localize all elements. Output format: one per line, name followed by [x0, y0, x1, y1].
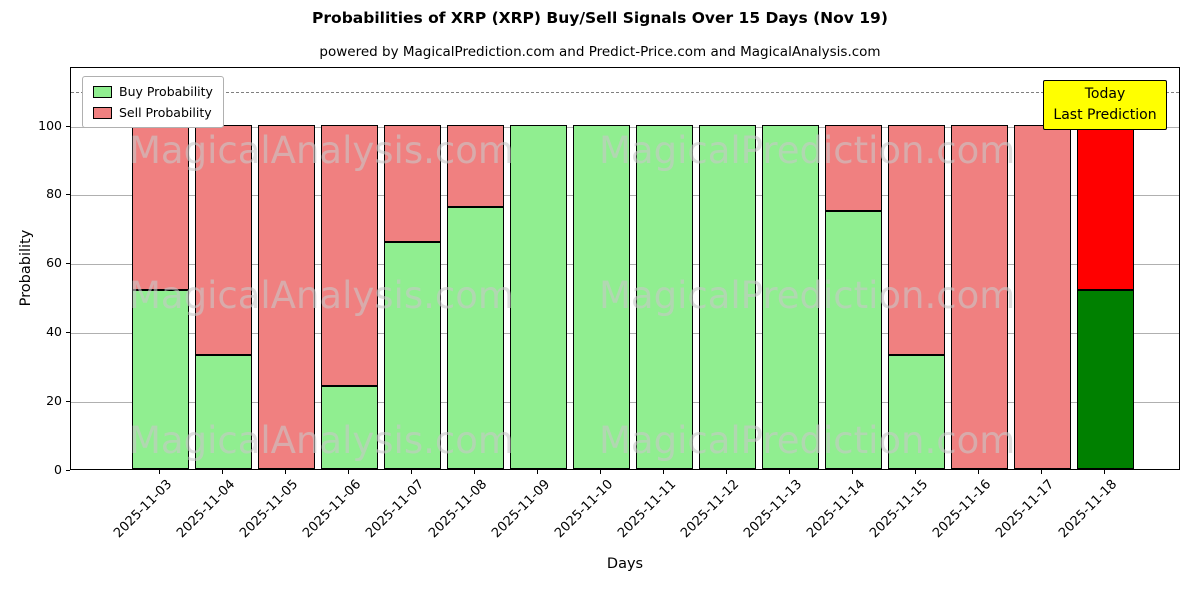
buy-bar-2025-11-09 [509, 124, 567, 469]
x-tick [1041, 470, 1042, 474]
x-tick [474, 470, 475, 474]
legend-item-0: Buy Probability [93, 84, 213, 99]
sell-bar-2025-11-04 [194, 124, 252, 356]
x-tick [159, 470, 160, 474]
watermark-text: MagicalPrediction.com [599, 129, 1016, 172]
sell-bar-2025-11-18 [1076, 124, 1134, 290]
x-tick-label-2025-11-13: 2025-11-13 [741, 477, 806, 542]
today-annotation-line2: Last Prediction [1053, 107, 1157, 123]
legend: Buy Probability Sell Probability [82, 76, 224, 128]
buy-bar-2025-11-12 [698, 124, 756, 469]
x-tick [726, 470, 727, 474]
x-tick-label-2025-11-14: 2025-11-14 [804, 477, 869, 542]
sell-bar-2025-11-05 [257, 124, 315, 469]
x-tick-label-2025-11-04: 2025-11-04 [174, 477, 239, 542]
watermark-text: MagicalAnalysis.com [129, 274, 514, 317]
x-tick [663, 470, 664, 474]
x-tick-label-2025-11-15: 2025-11-15 [867, 477, 932, 542]
legend-swatch-0 [93, 85, 112, 98]
y-tick [66, 125, 70, 127]
y-tick [66, 263, 70, 265]
x-tick [285, 470, 286, 474]
buy-bar-2025-11-14 [824, 210, 882, 469]
watermark-text: MagicalAnalysis.com [129, 129, 514, 172]
buy-bar-2025-11-10 [572, 124, 630, 469]
sell-bar-2025-11-03 [131, 124, 189, 290]
y-tick [66, 194, 70, 196]
watermark-text: MagicalPrediction.com [599, 419, 1016, 462]
x-tick-label-2025-11-10: 2025-11-10 [552, 477, 617, 542]
watermark-text: MagicalAnalysis.com [129, 419, 514, 462]
x-tick [222, 470, 223, 474]
dashed-threshold-line [71, 92, 1179, 94]
x-tick-label-2025-11-17: 2025-11-17 [993, 477, 1058, 542]
sell-bar-2025-11-06 [320, 124, 378, 387]
sell-bar-2025-11-07 [383, 124, 441, 242]
x-tick-label-2025-11-09: 2025-11-09 [489, 477, 554, 542]
x-tick [915, 470, 916, 474]
buy-bar-2025-11-06 [320, 386, 378, 469]
y-tick-label-80: 80 [46, 186, 62, 202]
sell-bar-2025-11-15 [887, 124, 945, 356]
buy-bar-2025-11-04 [194, 355, 252, 469]
chart-subtitle: powered by MagicalPrediction.com and Pre… [319, 44, 881, 60]
x-tick [600, 470, 601, 474]
x-tick-label-2025-11-07: 2025-11-07 [363, 477, 428, 542]
x-tick-label-2025-11-11: 2025-11-11 [615, 477, 680, 542]
y-tick [66, 470, 70, 471]
y-tick-label-0: 0 [54, 462, 62, 477]
sell-bar-2025-11-17 [1013, 124, 1071, 469]
x-tick-label-2025-11-06: 2025-11-06 [300, 477, 365, 542]
x-tick [1104, 470, 1105, 474]
sell-bar-2025-11-08 [446, 124, 504, 208]
x-tick-label-2025-11-03: 2025-11-03 [111, 477, 176, 542]
x-tick-label-2025-11-16: 2025-11-16 [930, 477, 995, 542]
legend-swatch-1 [93, 106, 112, 119]
buy-bar-2025-11-11 [635, 124, 693, 469]
y-tick-label-20: 20 [46, 393, 62, 409]
y-tick-label-60: 60 [46, 255, 62, 271]
x-tick [411, 470, 412, 474]
buy-bar-2025-11-08 [446, 207, 504, 469]
today-annotation-line1: Today [1084, 86, 1126, 102]
x-tick [537, 470, 538, 474]
y-tick-label-40: 40 [46, 324, 62, 340]
buy-bar-2025-11-15 [887, 355, 945, 469]
watermark-text: MagicalPrediction.com [599, 274, 1016, 317]
sell-bar-2025-11-16 [950, 124, 1008, 469]
y-tick [66, 332, 70, 334]
buy-bar-2025-11-07 [383, 241, 441, 469]
x-tick [852, 470, 853, 474]
chart-title: Probabilities of XRP (XRP) Buy/Sell Sign… [312, 9, 888, 27]
x-tick [348, 470, 349, 474]
today-annotation: Today Last Prediction [1043, 80, 1167, 130]
sell-bar-2025-11-14 [824, 124, 882, 211]
x-tick [789, 470, 790, 474]
x-tick-label-2025-11-05: 2025-11-05 [237, 477, 302, 542]
legend-label-0: Buy Probability [119, 84, 213, 99]
x-axis-label: Days [606, 556, 644, 572]
x-tick-label-2025-11-12: 2025-11-12 [678, 477, 743, 542]
y-tick [66, 401, 70, 403]
buy-bar-2025-11-03 [131, 289, 189, 469]
x-tick [978, 470, 979, 474]
x-tick-label-2025-11-08: 2025-11-08 [426, 477, 491, 542]
legend-label-1: Sell Probability [119, 105, 212, 120]
buy-bar-2025-11-13 [761, 124, 819, 469]
y-tick-label-100: 100 [38, 117, 62, 133]
buy-bar-2025-11-18 [1076, 289, 1134, 469]
plot-area: Buy Probability Sell Probability MagicalA… [70, 67, 1180, 470]
x-tick-label-2025-11-18: 2025-11-18 [1056, 477, 1121, 542]
legend-item-1: Sell Probability [93, 105, 213, 120]
